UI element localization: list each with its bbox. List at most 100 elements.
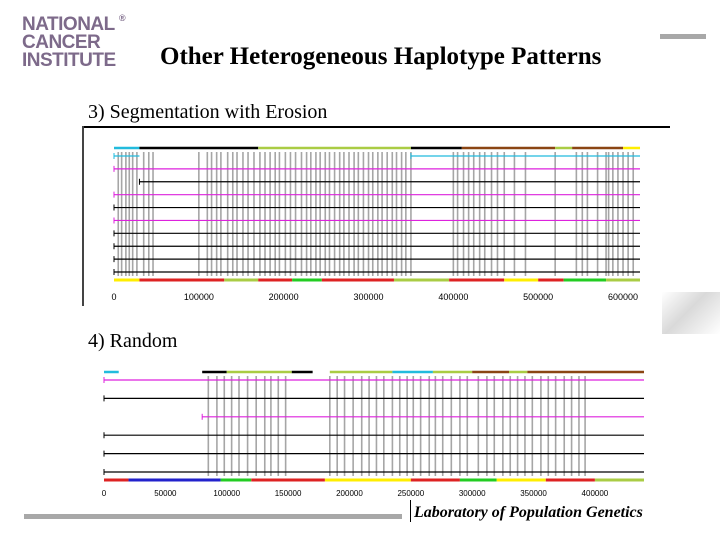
polymorphic-site-bar [246,376,249,476]
polymorphic-site-bar [578,376,580,476]
polymorphic-site-bar [383,376,385,476]
polymorphic-site-bar [554,152,556,276]
polymorphic-site-bar [596,152,599,276]
x-tick-label: 350000 [520,489,547,498]
polymorphic-site-bar [125,152,127,276]
polymorphic-site-bar [338,152,341,276]
polymorphic-site-bar [128,152,131,276]
slide-title: Other Heterogeneous Haplotype Patterns [160,43,602,70]
polymorphic-site-bar [223,376,226,476]
polymorphic-site-bar [238,376,240,476]
polymorphic-site-bar [524,376,526,476]
polymorphic-site-bar [478,152,481,276]
polymorphic-site-bar [513,152,516,276]
nci-logo: NATIONAL CANCER INSTITUTE ® [22,13,132,74]
polymorphic-site-bar [270,376,272,476]
polymorphic-site-bar [315,152,317,276]
polymorphic-site-bar [269,152,271,276]
polymorphic-site-bar [466,376,469,476]
x-tick-label: 600000 [608,292,638,302]
polymorphic-site-bar [570,376,573,476]
polymorphic-site-bar [605,152,607,276]
polymorphic-site-bar [398,376,401,476]
polymorphic-site-bar [540,376,542,476]
polymorphic-site-bar [198,152,200,276]
polymorphic-site-bar [381,152,383,276]
x-tick-label: 100000 [184,292,214,302]
section-label-segmentation: 3) Segmentation with Erosion [88,101,328,123]
polymorphic-site-bar [230,376,233,476]
polymorphic-site-bar [607,152,610,276]
polymorphic-site-bar [152,152,154,276]
polymorphic-site-bar [581,152,584,276]
polymorphic-site-bar [405,152,407,276]
x-tick-label: 250000 [397,489,424,498]
polymorphic-site-bar [348,152,350,276]
polymorphic-site-bar [632,152,635,276]
polymorphic-site-bar [242,152,244,276]
polymorphic-site-bar [255,376,257,476]
random-chart: 0 50000 100000 150000 200000 250000 300000 3500… [102,370,644,498]
footer-divider [410,500,411,522]
polymorphic-site-bar [410,152,412,276]
polymorphic-site-bar [368,376,370,476]
polymorphic-site-bar [220,152,222,276]
polymorphic-site-bar [395,152,398,276]
polymorphic-site-bar [362,152,365,276]
title-rule [660,34,706,39]
logo-line-3: INSTITUTE [22,50,116,71]
polymorphic-site-bar [367,152,370,276]
polymorphic-site-bar [531,376,534,476]
x-tick-label: 500000 [523,292,553,302]
polymorphic-site-bar [371,152,374,276]
polymorphic-site-bar [452,152,455,276]
polymorphic-site-bar [386,152,388,276]
polymorphic-site-bar [493,376,496,476]
x-tick-label: 0 [102,489,107,498]
polymorphic-site-bar [294,152,297,276]
polymorphic-site-bar [502,376,504,476]
polymorphic-site-bar [284,376,287,476]
x-tick-label: 200000 [269,292,299,302]
segmentation-chart: 0 100000 200000 300000 400000 500000 600000 [111,146,640,302]
polymorphic-site-bar [496,152,499,276]
polymorphic-site-bar [441,376,444,476]
polymorphic-site-bar [264,152,266,276]
polymorphic-site-bar [215,152,218,276]
polymorphic-site-bar [516,376,519,476]
polymorphic-site-bar [584,376,586,476]
polymorphic-site-bar [524,152,527,276]
polymorphic-site-bar [253,152,255,276]
x-tick-label: 0 [111,292,116,302]
polymorphic-site-bar [333,152,336,276]
polymorphic-site-bar [207,376,210,476]
polymorphic-site-bar [472,152,475,276]
polymorphic-site-bar [216,376,218,476]
polymorphic-site-bar [336,376,338,476]
logo-registered-mark: ® [119,13,126,23]
polymorphic-site-bar [259,152,261,276]
polymorphic-site-bar [352,376,354,476]
polymorphic-site-bar [434,376,437,476]
polymorphic-site-bar [284,152,287,276]
x-tick-label: 300000 [459,489,486,498]
polymorphic-site-bar [456,152,459,276]
polymorphic-site-bar [467,152,470,276]
polymorphic-site-bar [300,152,303,276]
logo-line-1: NATIONAL [22,14,115,35]
polymorphic-site-bar [617,152,619,276]
footer-rule [24,514,402,519]
polymorphic-site-bar [131,152,134,276]
polymorphic-site-bar [477,376,480,476]
polymorphic-site-bar [483,152,486,276]
polymorphic-site-bar [547,376,550,476]
polymorphic-site-bar [450,376,453,476]
x-tick-label: 200000 [336,489,363,498]
polymorphic-site-bar [586,152,589,276]
x-tick-label: 300000 [353,292,383,302]
polymorphic-site-bar [236,152,238,276]
polymorphic-site-bar [490,152,493,276]
section-label-random: 4) Random [88,330,178,352]
polymorphic-site-bar [310,152,312,276]
x-tick-label: 150000 [275,489,302,498]
